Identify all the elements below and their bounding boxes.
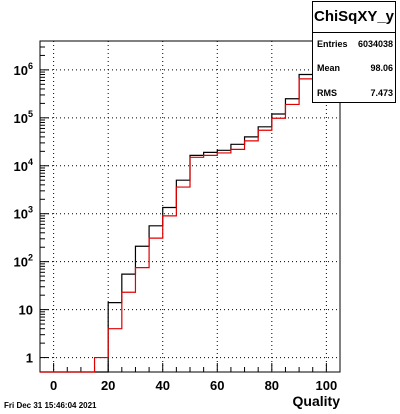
y-tick-label: 106 (14, 61, 33, 78)
stats-entries-value: 6034038 (357, 39, 393, 49)
stats-entries-label: Entries (317, 39, 348, 49)
x-axis-label: Quality (293, 393, 341, 409)
histogram-series-0 (40, 46, 340, 373)
stats-mean-value: 98.06 (370, 63, 393, 73)
stats-title: ChiSqXY_y (313, 2, 395, 33)
y-tick-label: 10 (19, 303, 33, 318)
stats-box: ChiSqXY_y Entries 6034038 Mean 98.06 RMS… (312, 1, 396, 103)
plot-frame (39, 40, 341, 373)
x-tick-label: 60 (210, 378, 224, 393)
histogram-series-1 (40, 47, 340, 373)
y-tick-label: 104 (14, 157, 33, 174)
y-tick-label: 102 (14, 253, 33, 270)
y-tick-label: 105 (14, 109, 33, 126)
stats-rms-label: RMS (317, 88, 337, 98)
footer-date: Fri Dec 31 15:46:04 2021 (4, 401, 97, 410)
stats-rms-value: 7.473 (370, 88, 393, 98)
x-tick-label: 100 (316, 378, 338, 393)
y-tick-label: 1 (26, 351, 33, 366)
x-tick-label: 80 (265, 378, 279, 393)
x-tick-label: 20 (101, 378, 115, 393)
x-tick-label: 40 (155, 378, 169, 393)
y-tick-label: 103 (14, 205, 33, 222)
x-tick-label: 0 (50, 378, 57, 393)
stats-mean-label: Mean (317, 63, 341, 73)
